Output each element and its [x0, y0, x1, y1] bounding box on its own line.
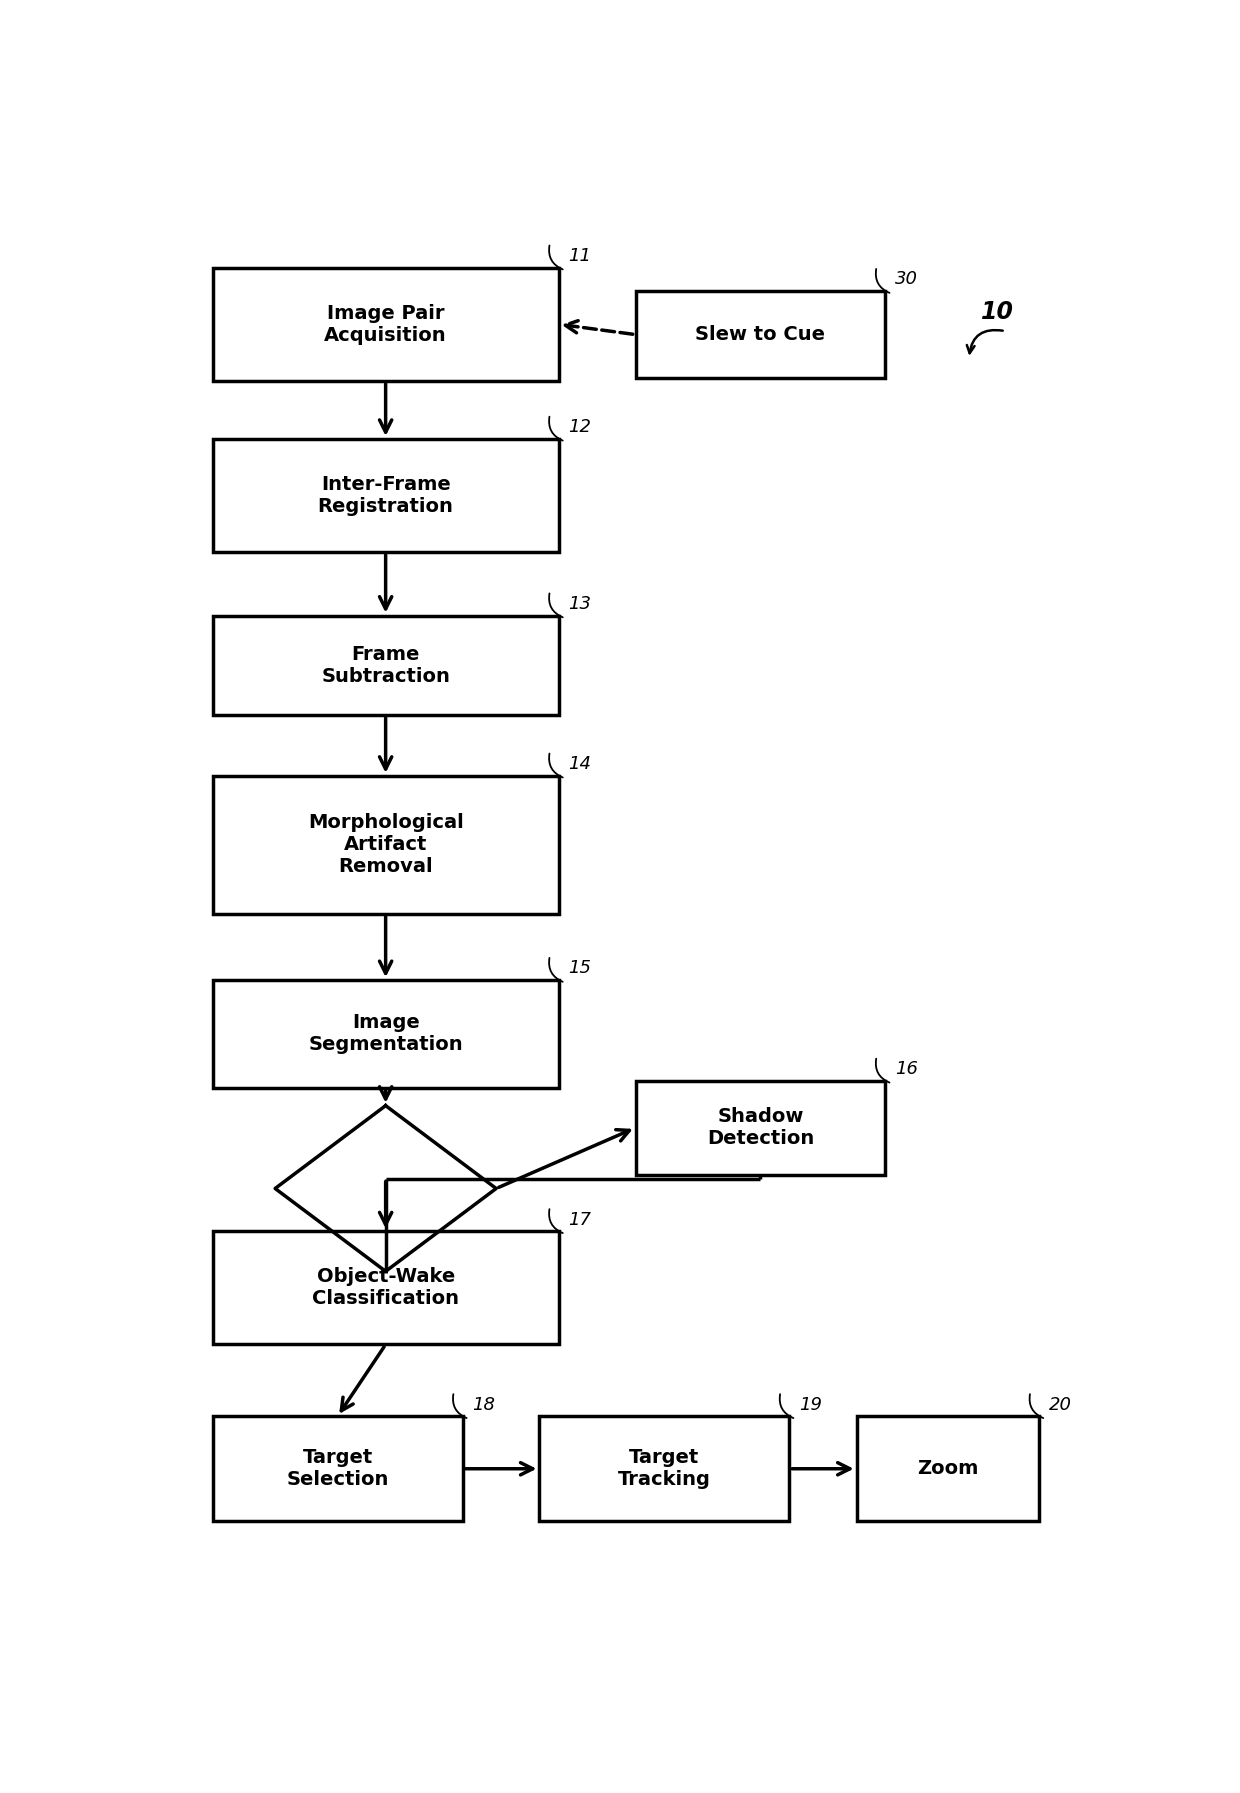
- Text: Inter-Frame
Registration: Inter-Frame Registration: [317, 475, 454, 516]
- FancyBboxPatch shape: [213, 615, 558, 715]
- Text: Slew to Cue: Slew to Cue: [696, 325, 826, 344]
- Text: Zoom: Zoom: [918, 1460, 978, 1477]
- FancyBboxPatch shape: [213, 439, 558, 552]
- Text: 14: 14: [568, 755, 591, 773]
- Text: 30: 30: [895, 271, 918, 289]
- FancyBboxPatch shape: [635, 1081, 885, 1174]
- Text: Target
Tracking: Target Tracking: [618, 1449, 711, 1490]
- Text: 11: 11: [568, 247, 591, 265]
- Text: 12: 12: [568, 418, 591, 436]
- Text: Image
Segmentation: Image Segmentation: [309, 1013, 463, 1054]
- Text: 18: 18: [472, 1395, 495, 1413]
- FancyBboxPatch shape: [539, 1416, 789, 1520]
- Text: 17: 17: [568, 1210, 591, 1228]
- Text: Image Pair
Acquisition: Image Pair Acquisition: [325, 303, 446, 344]
- Text: 19: 19: [799, 1395, 822, 1413]
- Text: Object-Wake
Classification: Object-Wake Classification: [312, 1268, 459, 1309]
- FancyBboxPatch shape: [213, 1232, 558, 1345]
- Text: Frame
Subtraction: Frame Subtraction: [321, 645, 450, 685]
- Text: 20: 20: [1049, 1395, 1071, 1413]
- FancyBboxPatch shape: [857, 1416, 1039, 1520]
- Text: Target
Selection: Target Selection: [286, 1449, 389, 1490]
- FancyBboxPatch shape: [213, 776, 558, 914]
- FancyBboxPatch shape: [635, 290, 885, 378]
- FancyBboxPatch shape: [213, 267, 558, 380]
- Text: 10: 10: [981, 299, 1014, 325]
- Text: 16: 16: [895, 1060, 918, 1078]
- Text: Shadow
Detection: Shadow Detection: [707, 1108, 813, 1148]
- Text: Morphological
Artifact
Removal: Morphological Artifact Removal: [308, 814, 464, 877]
- FancyBboxPatch shape: [213, 1416, 463, 1520]
- Text: 13: 13: [568, 595, 591, 613]
- FancyBboxPatch shape: [213, 981, 558, 1088]
- Text: 15: 15: [568, 959, 591, 977]
